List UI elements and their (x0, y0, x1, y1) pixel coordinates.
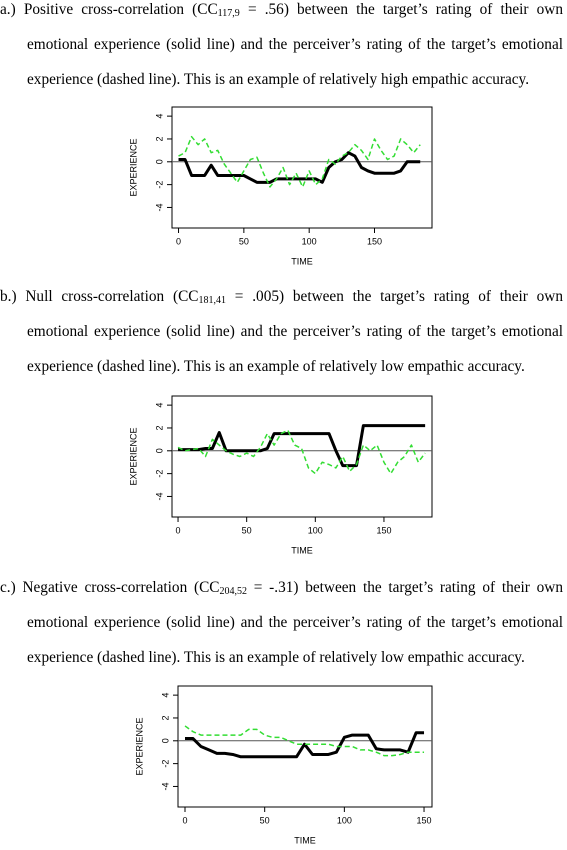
caption-subscript: 181,41 (198, 295, 226, 306)
x-tick-label: 100 (337, 815, 352, 825)
y-tick-label: -2 (160, 760, 170, 768)
y-tick-label: -4 (154, 203, 164, 211)
y-tick-label: 2 (160, 715, 170, 720)
data-line (178, 135, 421, 188)
plot-frame (171, 106, 433, 229)
x-tick-label: 50 (242, 525, 252, 535)
data-line (177, 429, 426, 475)
caption: b.) Null cross-correlation (CC181,41 = .… (0, 279, 563, 384)
y-tick-label: 4 (154, 403, 164, 408)
y-tick-label: 2 (154, 425, 164, 430)
caption-text: = .56) between the target’s rating of th… (27, 1, 563, 88)
plot-frame (171, 395, 433, 518)
x-tick-label: 150 (376, 525, 391, 535)
x-tick-label: 0 (183, 815, 188, 825)
data-line (185, 731, 425, 759)
caption-text: b.) Null cross-correlation (CC (0, 288, 199, 305)
y-tick-label: 0 (154, 159, 164, 164)
x-tick-label: 150 (367, 236, 382, 246)
data-line (184, 725, 425, 757)
data-line (178, 151, 421, 184)
caption-subscript: 204,52 (219, 586, 248, 597)
data-line (178, 424, 426, 468)
x-tick-label: 100 (302, 236, 317, 246)
x-tick-label: 50 (260, 815, 270, 825)
caption-subscript: 117,9 (217, 8, 240, 19)
x-tick-label: 50 (239, 236, 249, 246)
caption-text: a.) Positive cross-correlation (CC (0, 1, 218, 18)
y-axis-label: EXPERIENCE (128, 427, 138, 485)
y-tick-label: -4 (154, 492, 164, 500)
y-tick-label: -2 (154, 181, 164, 189)
y-axis-label: EXPERIENCE (128, 138, 138, 196)
x-axis-label: TIME (291, 545, 313, 555)
caption-text: = .005) between the target’s rating of t… (27, 288, 563, 375)
x-tick-label: 150 (417, 815, 432, 825)
y-tick-label: 4 (160, 693, 170, 698)
caption: c.) Negative cross-correlation (CC204,52… (0, 570, 563, 675)
x-tick-label: 0 (176, 236, 181, 246)
y-tick-label: 0 (160, 738, 170, 743)
y-axis-label: EXPERIENCE (134, 717, 144, 775)
y-tick-label: -2 (154, 470, 164, 478)
x-tick-label: 0 (176, 525, 181, 535)
y-tick-label: 2 (154, 136, 164, 141)
caption: a.) Positive cross-correlation (CC117,9 … (0, 0, 563, 97)
y-tick-label: 4 (154, 114, 164, 119)
caption-text: = -.31) between the target’s rating of t… (27, 579, 563, 666)
caption-text: c.) Negative cross-correlation (CC (0, 579, 220, 596)
x-tick-label: 100 (308, 525, 323, 535)
y-tick-label: -4 (160, 782, 170, 790)
y-tick-label: 0 (154, 448, 164, 453)
x-axis-label: TIME (291, 256, 313, 266)
plot-frame (177, 685, 433, 808)
x-axis-label: TIME (294, 835, 316, 845)
